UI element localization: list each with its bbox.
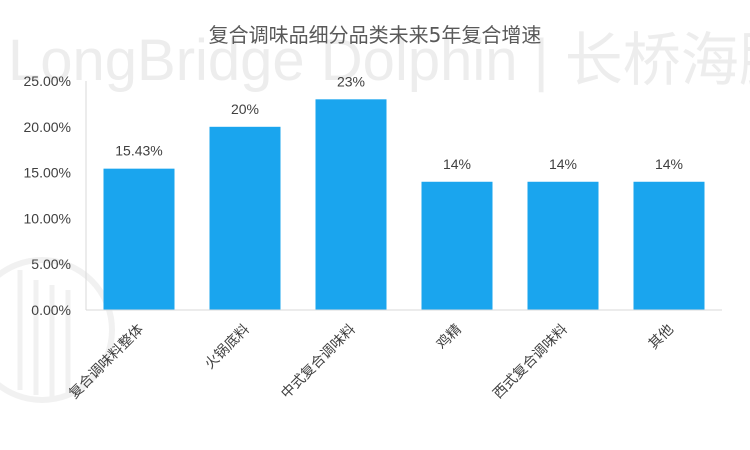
x-axis-labels: 复合调味料整体 火锅底料 中式复合调味料 鸡精 西式复合调味料 其他 xyxy=(66,321,677,402)
data-label: 14% xyxy=(443,156,471,172)
bar xyxy=(103,168,175,310)
x-tick-label: 火锅底料 xyxy=(202,322,253,373)
bar xyxy=(315,99,387,310)
bars xyxy=(103,99,705,310)
chart-title: 复合调味品细分品类未来5年复合增速 xyxy=(209,23,542,47)
data-labels: 15.43% 20% 23% 14% 14% 14% xyxy=(115,73,683,171)
bar xyxy=(209,126,281,310)
data-label: 23% xyxy=(337,73,365,89)
watermark-layer: LongBridge Dolphin | 长桥海豚投研 xyxy=(0,28,750,403)
y-tick-label: 0.00% xyxy=(31,302,71,318)
watermark-text: LongBridge Dolphin | 长桥海豚投研 xyxy=(8,28,750,93)
y-tick-label: 20.00% xyxy=(24,119,71,135)
data-label: 20% xyxy=(231,101,259,117)
y-axis-ticks: 0.00% 5.00% 10.00% 15.00% 20.00% 25.00% xyxy=(24,73,71,318)
data-label: 14% xyxy=(655,156,683,172)
y-tick-label: 5.00% xyxy=(31,256,71,272)
x-tick-label: 其他 xyxy=(646,322,677,353)
bar xyxy=(421,181,493,310)
x-tick-label: 中式复合调味料 xyxy=(278,321,359,402)
bar xyxy=(527,181,599,310)
y-tick-label: 25.00% xyxy=(24,73,71,89)
data-label: 15.43% xyxy=(115,143,162,159)
data-label: 14% xyxy=(549,156,577,172)
bar xyxy=(633,181,705,310)
x-tick-label: 复合调味料整体 xyxy=(66,321,147,402)
y-tick-label: 10.00% xyxy=(24,210,71,226)
watermark-logo xyxy=(0,257,115,403)
y-tick-label: 15.00% xyxy=(24,165,71,181)
x-tick-label: 鸡精 xyxy=(433,321,465,353)
x-tick-label: 西式复合调味料 xyxy=(490,321,571,402)
